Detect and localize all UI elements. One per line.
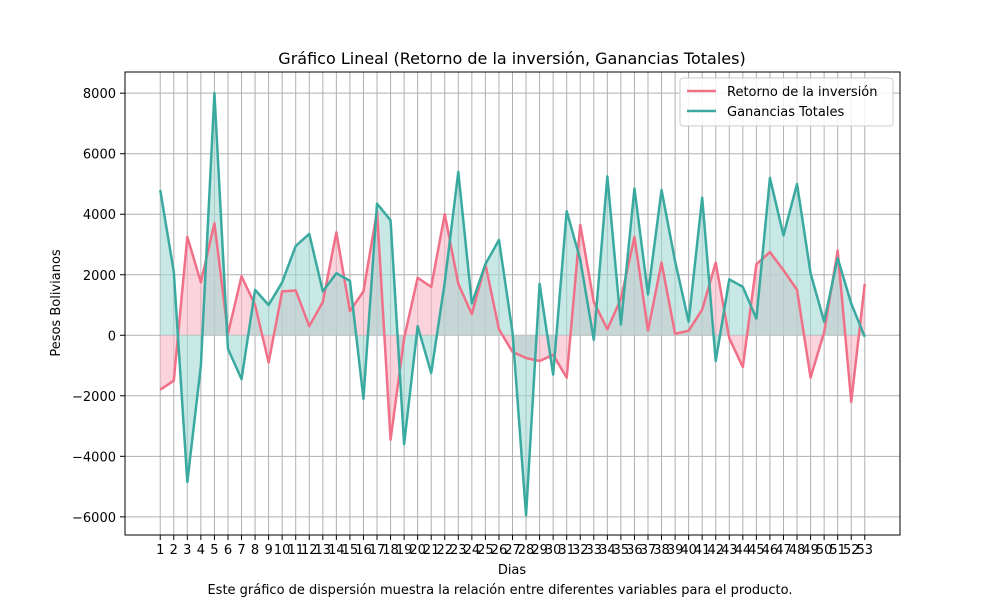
y-tick-label: −4000 bbox=[72, 450, 116, 465]
x-tick-label: 18 bbox=[382, 543, 399, 558]
legend-label: Ganancias Totales bbox=[727, 105, 844, 120]
x-tick-label: 28 bbox=[518, 543, 535, 558]
x-tick-label: 39 bbox=[667, 543, 684, 558]
y-tick-label: −2000 bbox=[72, 390, 116, 405]
x-tick-label: 44 bbox=[735, 543, 752, 558]
x-tick-label: 38 bbox=[653, 543, 670, 558]
x-tick-label: 19 bbox=[396, 543, 413, 558]
x-tick-label: 51 bbox=[829, 543, 846, 558]
legend-box bbox=[679, 77, 894, 127]
chart-caption: Este gráfico de dispersión muestra la re… bbox=[207, 583, 793, 598]
series-line-1 bbox=[158, 91, 866, 517]
y-tick-label: −6000 bbox=[72, 511, 116, 526]
x-tick-label: 22 bbox=[436, 543, 453, 558]
x-tick-label: 14 bbox=[328, 543, 345, 558]
x-axis-label: Dias bbox=[498, 563, 527, 578]
x-tick-label: 31 bbox=[558, 543, 575, 558]
x-tick-label: 41 bbox=[694, 543, 711, 558]
x-tick-label: 11 bbox=[287, 543, 304, 558]
x-tick-label: 12 bbox=[301, 543, 318, 558]
x-tick-label: 4 bbox=[197, 543, 205, 558]
y-tick-label: 4000 bbox=[83, 208, 116, 223]
x-tick-label: 7 bbox=[237, 543, 245, 558]
y-tick-label: 6000 bbox=[83, 148, 116, 163]
y-tick-label: 8000 bbox=[83, 87, 116, 102]
series-lines bbox=[158, 91, 867, 517]
x-tick-label: 16 bbox=[355, 543, 372, 558]
x-tick-label: 15 bbox=[342, 543, 359, 558]
x-tick-label: 9 bbox=[264, 543, 272, 558]
series-line-0 bbox=[159, 209, 867, 441]
x-tick-label: 1 bbox=[156, 543, 164, 558]
x-tick-label: 42 bbox=[707, 543, 724, 558]
x-axis-ticks: 1 2 3 4 5 6 7 8 9 1011121314151617181920212223242… bbox=[156, 535, 873, 558]
x-tick-label: 47 bbox=[775, 543, 792, 558]
x-tick-label: 20 bbox=[409, 543, 426, 558]
x-tick-label: 32 bbox=[572, 543, 589, 558]
x-tick-label: 49 bbox=[802, 543, 819, 558]
x-tick-label: 2 bbox=[170, 543, 178, 558]
x-tick-label: 37 bbox=[640, 543, 657, 558]
x-tick-label: 21 bbox=[423, 543, 440, 558]
x-tick-label: 25 bbox=[477, 543, 494, 558]
x-tick-label: 40 bbox=[680, 543, 697, 558]
y-axis-label: Pesos Bolivianos bbox=[49, 249, 64, 357]
x-tick-label: 23 bbox=[450, 543, 467, 558]
x-tick-label: 34 bbox=[599, 543, 616, 558]
y-tick-label: 2000 bbox=[83, 269, 116, 284]
x-tick-label: 46 bbox=[762, 543, 779, 558]
x-tick-label: 33 bbox=[586, 543, 603, 558]
x-tick-label: 35 bbox=[613, 543, 630, 558]
x-tick-label: 27 bbox=[504, 543, 521, 558]
chart: 1 2 3 4 5 6 7 8 9 1011121314151617181920212223242… bbox=[49, 49, 901, 578]
x-tick-label: 29 bbox=[531, 543, 548, 558]
x-tick-label: 13 bbox=[315, 543, 332, 558]
x-tick-label: 17 bbox=[369, 543, 386, 558]
x-tick-label: 53 bbox=[856, 543, 873, 558]
x-tick-label: 48 bbox=[789, 543, 806, 558]
chart-title: Gráfico Lineal (Retorno de la inversión,… bbox=[278, 49, 745, 68]
x-tick-label: 43 bbox=[721, 543, 738, 558]
x-tick-label: 26 bbox=[491, 543, 508, 558]
legend-label: Retorno de la inversión bbox=[727, 85, 878, 100]
x-tick-label: 36 bbox=[626, 543, 643, 558]
y-tick-label: 0 bbox=[108, 329, 116, 344]
series-fill-0 bbox=[160, 211, 865, 440]
x-tick-label: 8 bbox=[251, 543, 259, 558]
x-tick-label: 52 bbox=[843, 543, 860, 558]
legend: Retorno de la inversión Ganancias Totales bbox=[679, 77, 894, 127]
x-tick-label: 3 bbox=[183, 543, 191, 558]
x-tick-label: 24 bbox=[464, 543, 481, 558]
x-tick-label: 5 bbox=[210, 543, 218, 558]
x-tick-label: 6 bbox=[224, 543, 232, 558]
x-tick-label: 10 bbox=[274, 543, 291, 558]
y-axis-ticks: −6000 −4000 −2000 0 2000 4000 6000 8000 bbox=[72, 87, 125, 526]
x-tick-label: 30 bbox=[545, 543, 562, 558]
x-tick-label: 45 bbox=[748, 543, 765, 558]
x-tick-label: 50 bbox=[816, 543, 833, 558]
